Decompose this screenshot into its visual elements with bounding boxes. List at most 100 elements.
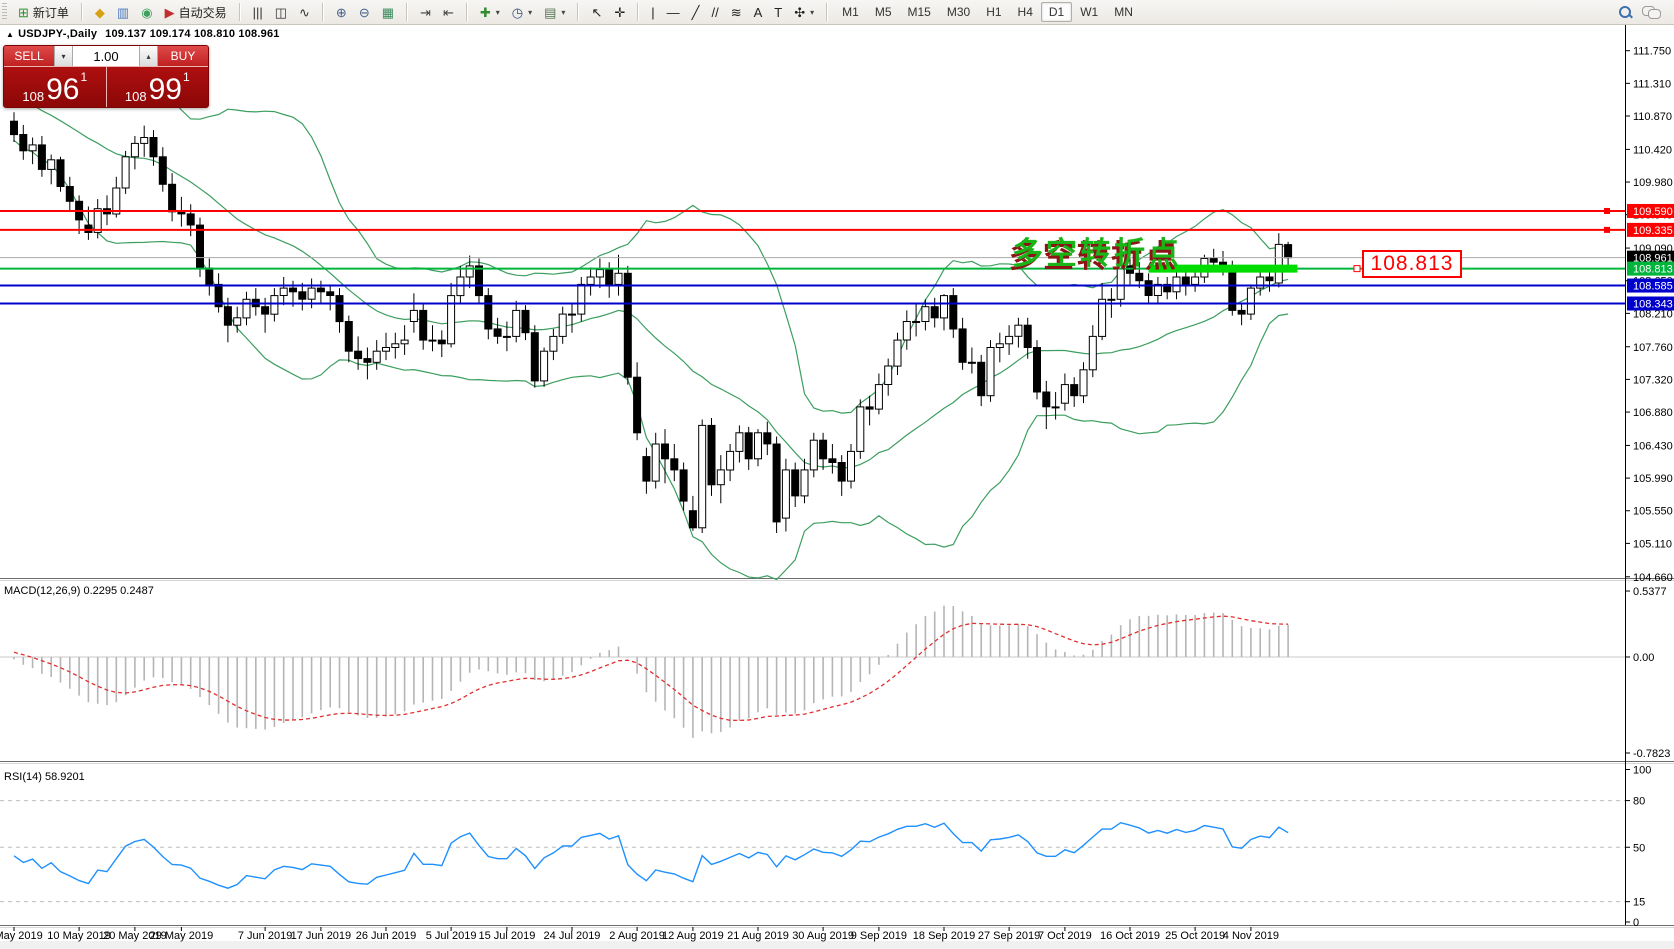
candle-29 — [279, 287, 288, 297]
toolbar-arrows-shapes-button[interactable]: ✣ ▾ — [788, 3, 820, 22]
candle-0 — [10, 120, 18, 136]
cursor-icon: ↖ — [591, 4, 603, 20]
candle-82 — [772, 443, 781, 523]
toolbar-profiles-button[interactable]: ▥ — [111, 3, 135, 22]
toolbar-chart-line-button[interactable]: ∿ — [293, 3, 316, 22]
timeframe-mn-button[interactable]: MN — [1114, 5, 1133, 19]
candle-119 — [1116, 265, 1125, 300]
indicators-icon: ✚ — [479, 4, 491, 20]
candle-38 — [363, 358, 372, 363]
price-axis-label: 109.980 — [1633, 177, 1673, 189]
candle-113 — [1060, 384, 1069, 404]
date-axis-label: 30 Aug 2019 — [792, 930, 854, 942]
toolbar-zoom-in-button[interactable]: ⊕ — [330, 3, 353, 22]
toolbar-cursor-button[interactable]: ↖ — [585, 3, 608, 22]
candle-20 — [196, 224, 204, 269]
toolbar-crosshair-button[interactable]: ✛ — [608, 3, 631, 22]
collapse-panel-icon[interactable]: ▲ — [6, 30, 15, 39]
toolbar-periods-button[interactable]: ◷ ▾ — [506, 3, 538, 22]
toolbar-text-button[interactable]: A — [748, 3, 769, 22]
toolbar-chart-shift-button[interactable]: ⇤ — [437, 3, 460, 22]
candle-91 — [856, 406, 865, 452]
toolbar-horizontal-line-button[interactable]: — — [661, 3, 686, 22]
toolbar-new-order-button[interactable]: ⊞ 新订单 — [12, 1, 75, 24]
candle-3 — [37, 144, 46, 170]
callout-anchor-handle[interactable] — [1353, 265, 1361, 273]
periods-dropdown-icon[interactable]: ▾ — [528, 7, 533, 17]
candle-127 — [1191, 276, 1200, 285]
price-axis-label: 108.210 — [1633, 308, 1673, 320]
candle-100 — [940, 295, 948, 319]
toolbar-tile-windows-button[interactable]: ▦ — [376, 3, 400, 22]
timeframe-m1-button[interactable]: M1 — [842, 5, 859, 19]
timeframe-d1-button[interactable]: D1 — [1040, 2, 1073, 22]
price-badge-label: 109.590 — [1633, 206, 1673, 218]
highlight-zone-bar[interactable] — [1148, 264, 1298, 273]
candle-33 — [316, 287, 325, 293]
indicators-dropdown-icon[interactable]: ▾ — [495, 7, 500, 17]
toolbar-equidistant-channel-button[interactable]: // — [705, 3, 724, 22]
date-axis-label: 2 Aug 2019 — [609, 930, 665, 942]
candle-68 — [642, 456, 651, 482]
level-handle-109.335[interactable] — [1604, 226, 1610, 233]
sell-price[interactable]: 108 96 1 — [4, 67, 106, 107]
toolbar-auto-scroll-button[interactable]: ⇥ — [414, 3, 437, 22]
toolbar-trend-line-button[interactable]: ╱ — [686, 3, 706, 22]
toolbar-templates-button[interactable]: ▤ ▾ — [538, 3, 571, 22]
toolbar-chart-candles-button[interactable]: ◫ — [269, 3, 293, 22]
timeframe-h4-button[interactable]: H4 — [1017, 5, 1033, 19]
timeframe-h1-button[interactable]: H1 — [986, 5, 1002, 19]
sell-button[interactable]: SELL — [4, 46, 54, 66]
chart-background — [0, 24, 1674, 949]
price-axis-label: 111.310 — [1633, 78, 1671, 90]
candle-126 — [1181, 276, 1190, 285]
macd-axis-label: 0.00 — [1633, 652, 1654, 664]
candle-110 — [1033, 347, 1041, 393]
candle-60 — [568, 313, 576, 316]
search-icon[interactable] — [1618, 5, 1633, 19]
candle-99 — [930, 306, 939, 319]
toolbar-market-signal-button[interactable]: ◉ — [135, 3, 158, 22]
tile-windows-icon: ▦ — [381, 4, 395, 20]
price-callout-label[interactable]: 108.813 — [1362, 250, 1462, 278]
buy-button[interactable]: BUY — [158, 46, 208, 66]
date-axis-label: 27 Sep 2019 — [978, 930, 1040, 942]
timeframe-m30-button[interactable]: M30 — [946, 5, 971, 19]
date-axis-label: 9 Sep 2019 — [851, 930, 907, 942]
candle-114 — [1070, 384, 1079, 397]
price-axis-label: 105.110 — [1633, 538, 1672, 550]
candle-75 — [707, 424, 716, 486]
chat-icon[interactable] — [1642, 5, 1661, 19]
arrows-shapes-dropdown-icon[interactable]: ▾ — [810, 7, 815, 17]
toolbar-text-label-button[interactable]: T — [768, 3, 788, 22]
turning-point-annotation[interactable]: 多空转折点 — [1012, 236, 1182, 271]
price-axis-label: 110.420 — [1633, 144, 1672, 156]
toolbar-auto-trading-button[interactable]: ▶ 自动交易 — [159, 1, 233, 24]
candle-125 — [1172, 276, 1181, 293]
candle-78 — [735, 432, 744, 452]
toolbar-grip[interactable] — [2, 3, 7, 21]
macd-axis-label: -0.7823 — [1633, 748, 1670, 760]
toolbar-vertical-line-button[interactable]: | — [645, 3, 660, 22]
toolbar-chart-bars-button[interactable]: ||| — [247, 3, 269, 22]
candle-41 — [391, 343, 400, 348]
toolbar-zoom-out-button[interactable]: ⊖ — [353, 3, 376, 22]
symbol-ohlc-line: ▲ USDJPY-,Daily 109.137 109.174 108.810 10… — [6, 28, 280, 40]
timeframe-m15-button[interactable]: M15 — [907, 5, 931, 19]
candle-135 — [1265, 276, 1274, 282]
toolbar-new-chart-button[interactable]: ◆ — [89, 3, 111, 22]
level-handle-109.590[interactable] — [1604, 207, 1610, 214]
toolbar-fibonacci-button[interactable]: ≋ — [725, 3, 748, 22]
toolbar-indicators-button[interactable]: ✚ ▾ — [474, 3, 506, 22]
timeframe-w1-button[interactable]: W1 — [1080, 5, 1099, 19]
candle-47 — [447, 295, 456, 345]
templates-dropdown-icon[interactable]: ▾ — [561, 7, 566, 17]
candle-11 — [112, 187, 121, 215]
buy-price[interactable]: 108 99 1 — [107, 67, 209, 107]
volume-decrease-button[interactable]: ▾ — [54, 46, 73, 66]
volume-increase-button[interactable]: ▴ — [139, 46, 158, 66]
volume-input[interactable]: 1.00 — [73, 46, 139, 66]
equidistant-channel-icon: // — [711, 4, 719, 20]
timeframe-m5-button[interactable]: M5 — [874, 5, 892, 19]
